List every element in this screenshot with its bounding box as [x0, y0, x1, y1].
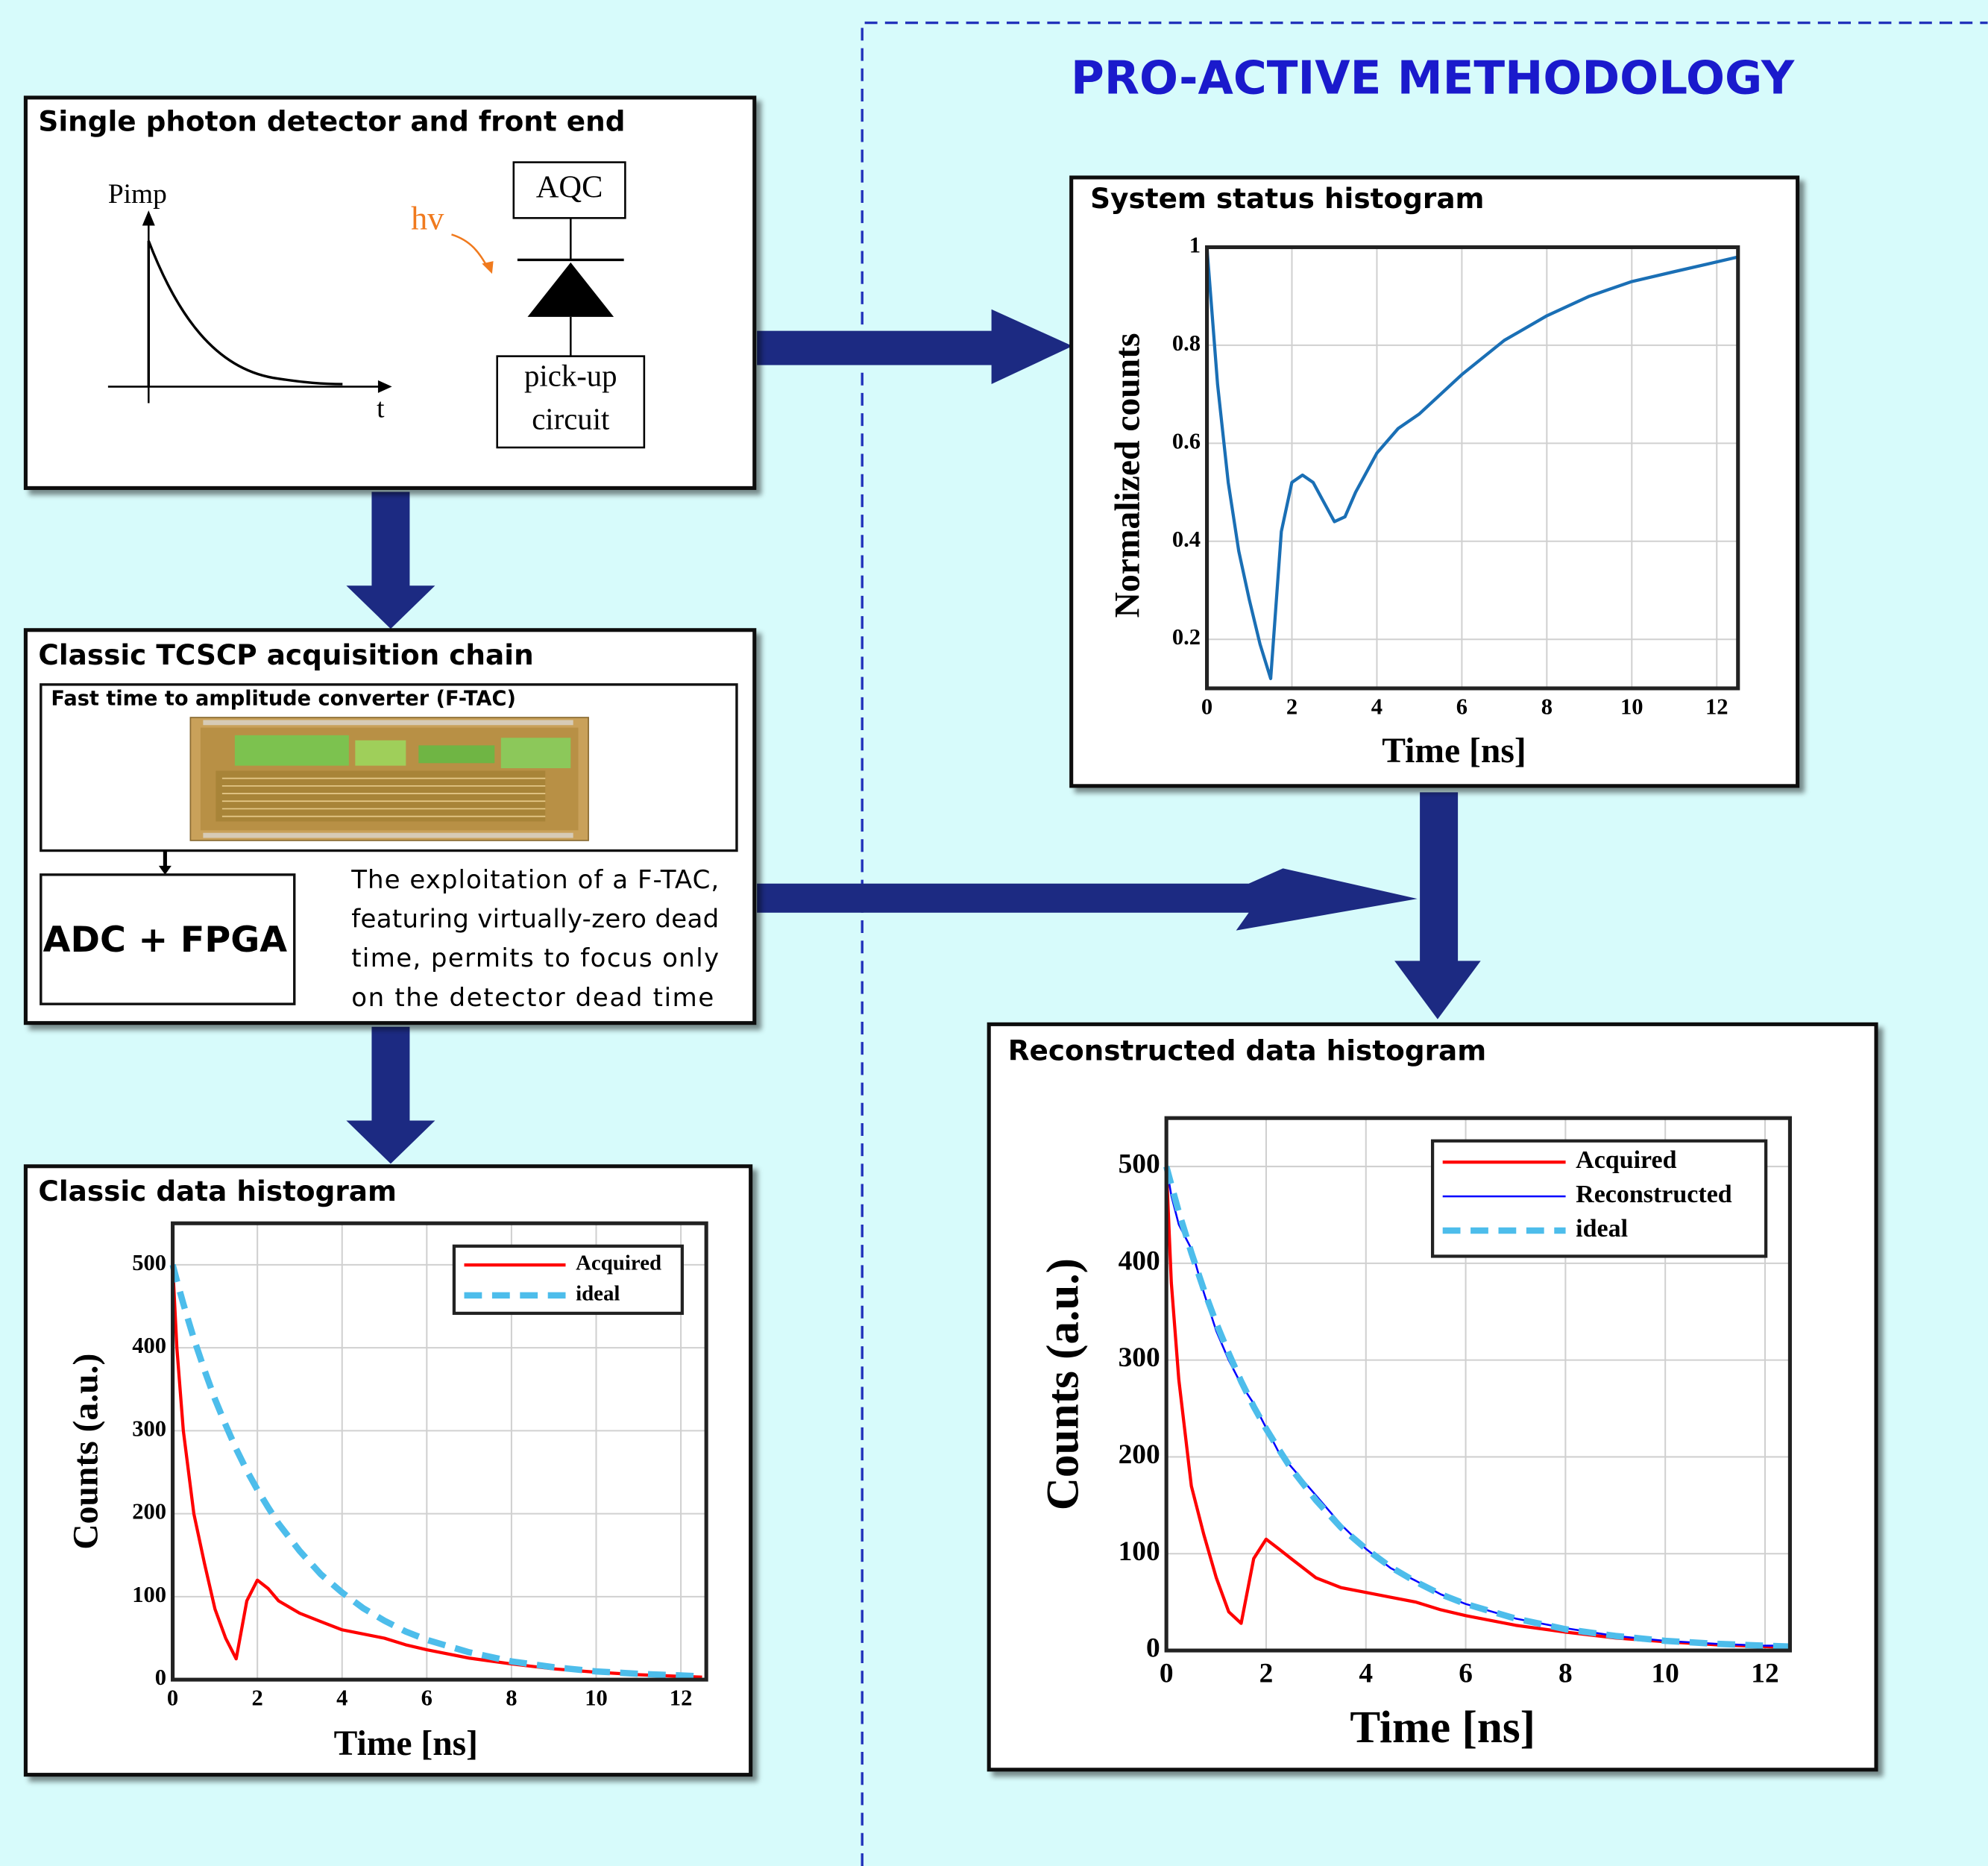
- x-tick-label: 0: [1160, 1658, 1174, 1688]
- x-tick-label: 4: [1371, 694, 1383, 720]
- acquisition-panel: Classic TCSCP acquisition chain Fast tim…: [25, 630, 754, 1023]
- x-tick-label: 2: [252, 1686, 263, 1711]
- y-tick-label: 500: [132, 1250, 166, 1275]
- x-tick-label: 10: [585, 1686, 608, 1711]
- adc-label: ADC + FPGA: [43, 920, 288, 961]
- chart-title: Classic data histogram: [38, 1175, 397, 1207]
- y-tick-label: 400: [1119, 1245, 1160, 1276]
- x-tick-label: 8: [1541, 694, 1553, 720]
- y-axis-label: Counts (a.u.): [1038, 1258, 1089, 1510]
- x-tick-label: 6: [1459, 1658, 1473, 1688]
- description-line: featuring virtually-zero dead: [351, 905, 719, 934]
- y-tick-label: 400: [132, 1333, 166, 1358]
- panel-title: Single photon detector and front end: [38, 104, 625, 137]
- pickup-label: pick-up: [524, 359, 617, 393]
- x-tick-label: 2: [1259, 1658, 1274, 1688]
- pulse-y-label: Pimp: [108, 179, 167, 210]
- panel-title: Classic TCSCP acquisition chain: [38, 638, 533, 671]
- x-tick-label: 2: [1286, 694, 1297, 720]
- x-tick-label: 6: [421, 1686, 432, 1711]
- x-tick-label: 0: [167, 1686, 178, 1711]
- y-tick-label: 0.6: [1172, 428, 1201, 453]
- chip-photo: [190, 717, 588, 841]
- y-tick-label: 100: [1119, 1536, 1160, 1567]
- detector-panel: Single photon detector and front end Pim…: [25, 98, 754, 489]
- region-title: PRO-ACTIVE METHODOLOGY: [1071, 51, 1795, 104]
- quench-label: AQC: [536, 170, 603, 205]
- y-tick-label: 200: [1119, 1439, 1160, 1470]
- photon-label: hv: [411, 201, 444, 237]
- x-tick-label: 6: [1456, 694, 1468, 720]
- description-line: on the detector dead time: [351, 983, 714, 1013]
- y-tick-label: 0.8: [1172, 330, 1201, 356]
- y-tick-label: 200: [132, 1499, 166, 1524]
- x-tick-label: 12: [1705, 694, 1729, 720]
- y-tick-label: 0.4: [1172, 527, 1201, 552]
- y-tick-label: 300: [132, 1416, 166, 1441]
- x-axis-label: Time [ns]: [334, 1724, 478, 1763]
- x-axis-label: Time [ns]: [1382, 732, 1526, 770]
- x-tick-label: 10: [1620, 694, 1643, 720]
- x-tick-label: 4: [1359, 1658, 1373, 1688]
- figure: PRO-ACTIVE METHODOLOGY Single photon det…: [0, 0, 1988, 1866]
- x-axis-label: Time [ns]: [1350, 1702, 1535, 1753]
- x-tick-label: 4: [336, 1686, 347, 1711]
- legend-label: ideal: [576, 1282, 620, 1306]
- y-axis-label: Counts (a.u.): [66, 1354, 105, 1550]
- x-tick-label: 12: [670, 1686, 693, 1711]
- ftac-title: Fast time to amplitude converter (F-TAC): [51, 688, 515, 711]
- chart-title: Reconstructed data histogram: [1008, 1034, 1487, 1066]
- page: { "title": "PRO-ACTIVE METHODOLOGY", "de…: [0, 0, 1988, 1866]
- y-tick-label: 300: [1119, 1342, 1160, 1373]
- x-tick-label: 10: [1651, 1658, 1679, 1688]
- description-line: The exploitation of a F-TAC,: [350, 865, 719, 895]
- y-axis-label: Normalized counts: [1108, 333, 1147, 618]
- y-tick-label: 0.2: [1172, 624, 1201, 650]
- legend-label: Acquired: [1576, 1146, 1676, 1174]
- y-tick-label: 100: [132, 1582, 166, 1607]
- plot-area: [1207, 247, 1738, 688]
- x-tick-label: 8: [1558, 1658, 1573, 1688]
- pickup-label: circuit: [532, 402, 610, 436]
- x-tick-label: 8: [506, 1686, 517, 1711]
- y-tick-label: 0: [1146, 1633, 1160, 1664]
- x-tick-label: 12: [1751, 1658, 1778, 1688]
- description-line: time, permits to focus only: [351, 943, 719, 973]
- legend-label: Acquired: [576, 1251, 661, 1275]
- pulse-x-label: t: [377, 393, 385, 424]
- legend-label: Reconstructed: [1576, 1181, 1732, 1208]
- legend-label: ideal: [1576, 1215, 1628, 1243]
- y-tick-label: 500: [1119, 1149, 1160, 1180]
- chart-title: System status histogram: [1090, 182, 1484, 215]
- x-tick-label: 0: [1201, 694, 1212, 720]
- y-tick-label: 0: [155, 1665, 166, 1690]
- y-tick-label: 1: [1189, 232, 1201, 257]
